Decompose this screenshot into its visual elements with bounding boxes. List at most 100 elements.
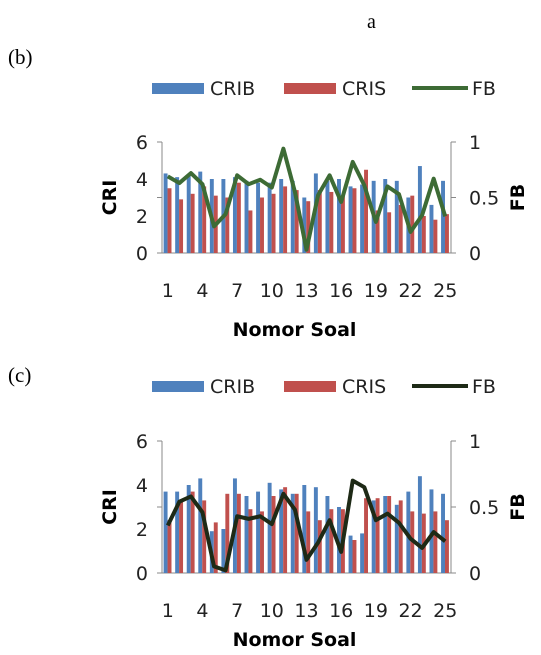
- x-tick-label: 13: [294, 280, 318, 302]
- y-tick-left: 6: [136, 431, 148, 453]
- bar-crib: [313, 487, 318, 573]
- y-tick-right: 0: [469, 563, 481, 585]
- x-tick-label: 10: [260, 600, 284, 622]
- legend-swatch-cris: [284, 381, 336, 392]
- legend-label: CRIB: [210, 376, 255, 398]
- bar-cris: [398, 204, 403, 253]
- x-tick-label: 10: [260, 280, 284, 302]
- bar-crib: [256, 182, 261, 253]
- bar-cris: [190, 193, 195, 253]
- x-tick-label: 22: [398, 280, 422, 302]
- bar-cris: [317, 190, 322, 253]
- bar-cris: [271, 496, 276, 573]
- bar-cris: [294, 190, 299, 253]
- bar-cris: [271, 193, 276, 253]
- x-tick-label: 16: [329, 280, 353, 302]
- bar-cris: [202, 500, 207, 573]
- bar-cris: [190, 491, 195, 573]
- bar-crib: [383, 179, 388, 253]
- bar-crib: [383, 496, 388, 573]
- bar-crib: [175, 491, 180, 573]
- bar-crib: [360, 184, 365, 253]
- bar-cris: [433, 511, 438, 573]
- x-tick-label: 1: [162, 600, 174, 622]
- bar-crib: [429, 204, 434, 253]
- bar-cris: [202, 186, 207, 253]
- y-axis-title-left: CRI: [99, 180, 121, 216]
- x-tick-label: 4: [196, 600, 208, 622]
- bar-cris: [387, 212, 392, 253]
- bar-crib: [267, 482, 272, 573]
- bar-crib: [163, 173, 168, 253]
- x-tick-label: 25: [433, 600, 457, 622]
- bar-crib: [279, 179, 284, 253]
- series-line-fb: [165, 478, 447, 573]
- bar-crib: [394, 180, 399, 253]
- y-tick-right: 1: [469, 132, 481, 154]
- y-tick-right: 0.5: [469, 188, 499, 210]
- y-tick-left: 0: [136, 243, 148, 265]
- header-text: a: [367, 11, 376, 33]
- legend-swatch-crib: [152, 83, 204, 94]
- bar-cris: [260, 511, 264, 573]
- legend-label: CRIS: [342, 78, 386, 100]
- bar-cris: [410, 195, 415, 253]
- y-tick-left: 4: [136, 475, 148, 497]
- bar-crib: [441, 180, 445, 253]
- bar-cris: [225, 197, 230, 253]
- bar-cris: [398, 500, 403, 573]
- bar-cris: [248, 509, 253, 573]
- bar-crib: [360, 533, 365, 573]
- bar-crib: [302, 485, 307, 573]
- y-tick-right: 0.5: [469, 497, 499, 519]
- bar-cris: [294, 493, 299, 573]
- bar-crib: [325, 180, 330, 253]
- bar-cris: [329, 509, 334, 573]
- bar-crib: [441, 493, 445, 573]
- bar-cris: [352, 188, 357, 253]
- legend-swatch-crib: [152, 381, 204, 392]
- bar-crib: [348, 186, 353, 253]
- panel-label: (c): [8, 363, 31, 387]
- bar-cris: [387, 496, 392, 573]
- bar-cris: [433, 219, 438, 253]
- bar-cris: [352, 540, 357, 573]
- bar-crib: [325, 496, 330, 573]
- x-axis-title: Nomor Soal: [233, 319, 357, 341]
- legend-label: FB: [472, 376, 496, 398]
- y-axis-title-right: FB: [507, 184, 529, 211]
- y-axis-title-right: FB: [507, 493, 529, 520]
- bar-cris: [260, 197, 264, 253]
- bar-crib: [394, 504, 399, 573]
- x-tick-label: 7: [231, 600, 243, 622]
- x-tick-label: 4: [196, 280, 208, 302]
- bar-cris: [329, 191, 334, 253]
- bar-crib: [267, 182, 272, 253]
- bar-cris: [306, 201, 311, 253]
- legend-swatch-cris: [284, 83, 336, 94]
- x-axis-title: Nomor Soal: [233, 629, 357, 651]
- bar-cris: [340, 195, 345, 253]
- bar-cris: [179, 500, 184, 573]
- bar-crib: [337, 179, 341, 253]
- bar-crib: [175, 177, 180, 253]
- bar-crib: [232, 177, 237, 253]
- x-tick-label: 16: [329, 600, 353, 622]
- legend-label: CRIB: [210, 78, 255, 100]
- bar-crib: [337, 507, 341, 573]
- y-tick-left: 6: [136, 132, 148, 154]
- bar-cris: [248, 210, 253, 253]
- bar-crib: [417, 476, 422, 573]
- bar-crib: [348, 535, 353, 573]
- bar-cris: [375, 498, 380, 573]
- bar-crib: [256, 491, 261, 573]
- bar-crib: [290, 493, 295, 573]
- bar-crib: [417, 166, 422, 253]
- y-tick-right: 0: [469, 243, 481, 265]
- y-tick-left: 2: [136, 519, 148, 541]
- panel-label: (b): [8, 45, 33, 69]
- bar-cris: [317, 520, 322, 573]
- x-tick-label: 1: [162, 280, 174, 302]
